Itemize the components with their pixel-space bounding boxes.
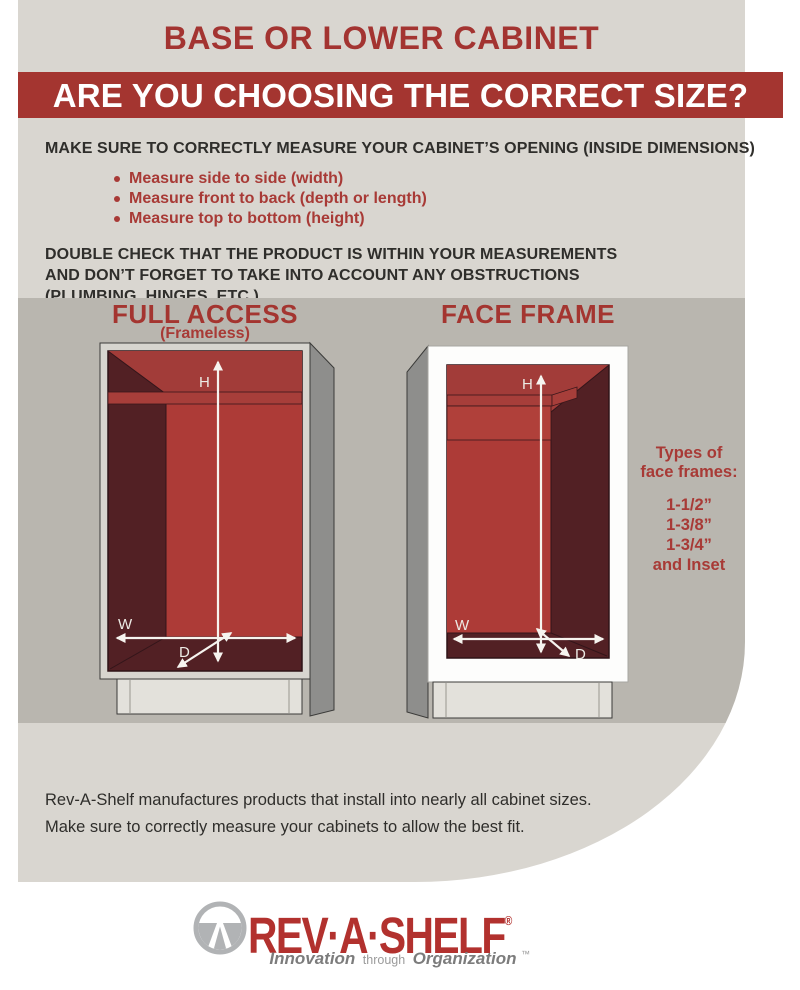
width-label: W (455, 617, 470, 634)
drawer-box (446, 405, 552, 441)
height-label: H (522, 376, 533, 393)
depth-arrow: D (176, 632, 233, 668)
face-frame-size: 1-3/4” (666, 536, 712, 554)
cabinet-stretcher-side (551, 386, 578, 407)
cabinet-back-wall (447, 412, 551, 633)
page-title: BASE OR LOWER CABINET (163, 20, 600, 56)
measure-bullet-list: Measure side to side (width) Measure fro… (114, 169, 745, 229)
cabinet-ceiling (108, 351, 302, 394)
bullet-text: Measure top to bottom (height) (129, 210, 365, 227)
types-heading-line1: Types of (655, 444, 723, 462)
width-arrow: W (452, 617, 605, 645)
types-heading-line2: face frames: (640, 463, 738, 481)
tagline-through: through (362, 953, 406, 967)
cabinet-stretcher (446, 394, 553, 407)
cabinet-stretcher (107, 391, 303, 405)
logo-mountain-icon (193, 901, 247, 955)
depth-label: D (575, 646, 586, 663)
height-arrow: H (522, 374, 547, 654)
logo-wordmark-text: REV·A·SHELF (248, 907, 506, 964)
width-label: W (118, 616, 133, 633)
depth-arrow: D (535, 628, 586, 663)
list-item: Measure top to bottom (height) (114, 209, 745, 229)
tagline-innovation: Innovation (269, 949, 356, 968)
depth-label: D (179, 644, 190, 661)
banner-text: ARE YOU CHOOSING THE CORRECT SIZE? (52, 77, 749, 114)
height-label: H (199, 374, 210, 391)
logo-wordmark: REV·A·SHELF® (248, 906, 512, 965)
bullet-dot-icon (114, 196, 120, 202)
full-access-subtitle: (Frameless) (160, 325, 250, 342)
intro-section: MAKE SURE TO CORRECTLY MEASURE YOUR CABI… (18, 118, 755, 305)
full-access-title: FULL ACCESS (111, 299, 299, 329)
face-frame-size: 1-3/8” (666, 516, 712, 534)
cabinet-back-wall (166, 394, 302, 637)
logo-tagline: Innovation through Organization ™ (240, 949, 530, 969)
question-banner: ARE YOU CHOOSING THE CORRECT SIZE? (18, 72, 783, 118)
toe-kick-seams (445, 683, 600, 717)
toe-kick-seams (129, 680, 290, 713)
trademark-mark: ™ (521, 949, 530, 959)
cabinet-seam-lines (447, 364, 610, 657)
top-title-band: BASE OR LOWER CABINET (18, 0, 745, 72)
registered-mark: ® (504, 913, 513, 928)
cabinet-side-panel (406, 344, 429, 719)
measure-heading: MAKE SURE TO CORRECTLY MEASURE YOUR CABI… (45, 140, 755, 157)
cabinet-diagrams: H W D (99, 341, 629, 719)
lower-column: H W D (18, 298, 745, 882)
cabinet-seam-lines (107, 350, 302, 670)
footer-note-line1: Rev-A-Shelf manufactures products that i… (45, 791, 592, 809)
face-frame-title: FACE FRAME (441, 299, 615, 329)
toe-kick (116, 678, 303, 715)
full-access-cabinet-illustration: H W D (99, 341, 335, 717)
tagline-organization: Organization (412, 949, 517, 968)
footer-note-section: Rev-A-Shelf manufactures products that i… (18, 723, 745, 882)
bullet-dot-icon (114, 176, 120, 182)
bullet-dot-icon (114, 216, 120, 222)
cabinet-side-panel (309, 341, 335, 717)
list-item: Measure side to side (width) (114, 169, 745, 189)
face-frame-types: Types of face frames: 1-1/2” 1-3/8” 1-3/… (630, 444, 745, 575)
footer-note-line2: Make sure to correctly measure your cabi… (45, 818, 525, 836)
toe-kick (432, 681, 613, 719)
diagram-section: H W D (18, 298, 745, 723)
face-frame-size: 1-1/2” (666, 496, 712, 514)
bullet-text: Measure side to side (width) (129, 170, 344, 187)
height-arrow: H (199, 360, 224, 663)
face-frame-cabinet-illustration: H W D (406, 344, 629, 719)
face-frame-size: and Inset (652, 556, 726, 574)
bullet-text: Measure front to back (depth or length) (129, 190, 427, 207)
list-item: Measure front to back (depth or length) (114, 189, 745, 209)
